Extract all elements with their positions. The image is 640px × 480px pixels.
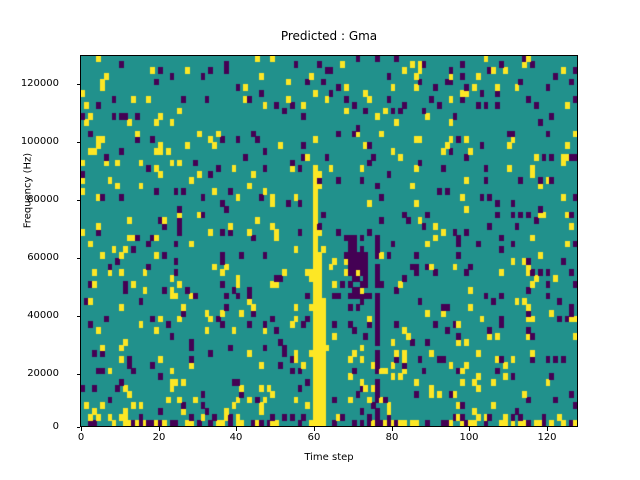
page-title: Predicted : Gma (280, 29, 378, 43)
y-tick-mark (76, 84, 80, 85)
x-tick-label: 20 (152, 432, 166, 443)
y-tick-mark (76, 427, 80, 428)
y-tick-label: 100000 (20, 136, 59, 147)
y-tick-mark (76, 316, 80, 317)
x-tick-label: 60 (307, 432, 321, 443)
x-axis-label: Time step (304, 452, 354, 463)
y-tick-label: 40000 (27, 310, 59, 321)
x-tick-mark (469, 427, 470, 431)
x-tick-label: 80 (385, 432, 399, 443)
y-tick-mark (76, 374, 80, 375)
x-tick-label: 40 (229, 432, 243, 443)
y-tick-mark (76, 258, 80, 259)
heatmap-image (81, 56, 577, 426)
x-tick-mark (236, 427, 237, 431)
y-tick-mark (76, 200, 80, 201)
x-tick-mark (159, 427, 160, 431)
y-tick-mark (76, 142, 80, 143)
x-tick-label: 0 (77, 432, 85, 443)
y-tick-label: 0 (52, 421, 59, 432)
x-tick-label: 120 (537, 432, 557, 443)
y-tick-label: 60000 (27, 252, 59, 263)
y-axis-label: Frequency (Hz) (22, 152, 34, 229)
x-tick-mark (547, 427, 548, 431)
x-tick-label: 100 (459, 432, 479, 443)
y-tick-label: 80000 (27, 194, 59, 205)
y-tick-label: 120000 (20, 78, 59, 89)
x-tick-mark (81, 427, 82, 431)
y-tick-label: 20000 (27, 368, 59, 379)
x-tick-mark (392, 427, 393, 431)
heatmap-plot-area (80, 55, 578, 427)
x-tick-mark (314, 427, 315, 431)
